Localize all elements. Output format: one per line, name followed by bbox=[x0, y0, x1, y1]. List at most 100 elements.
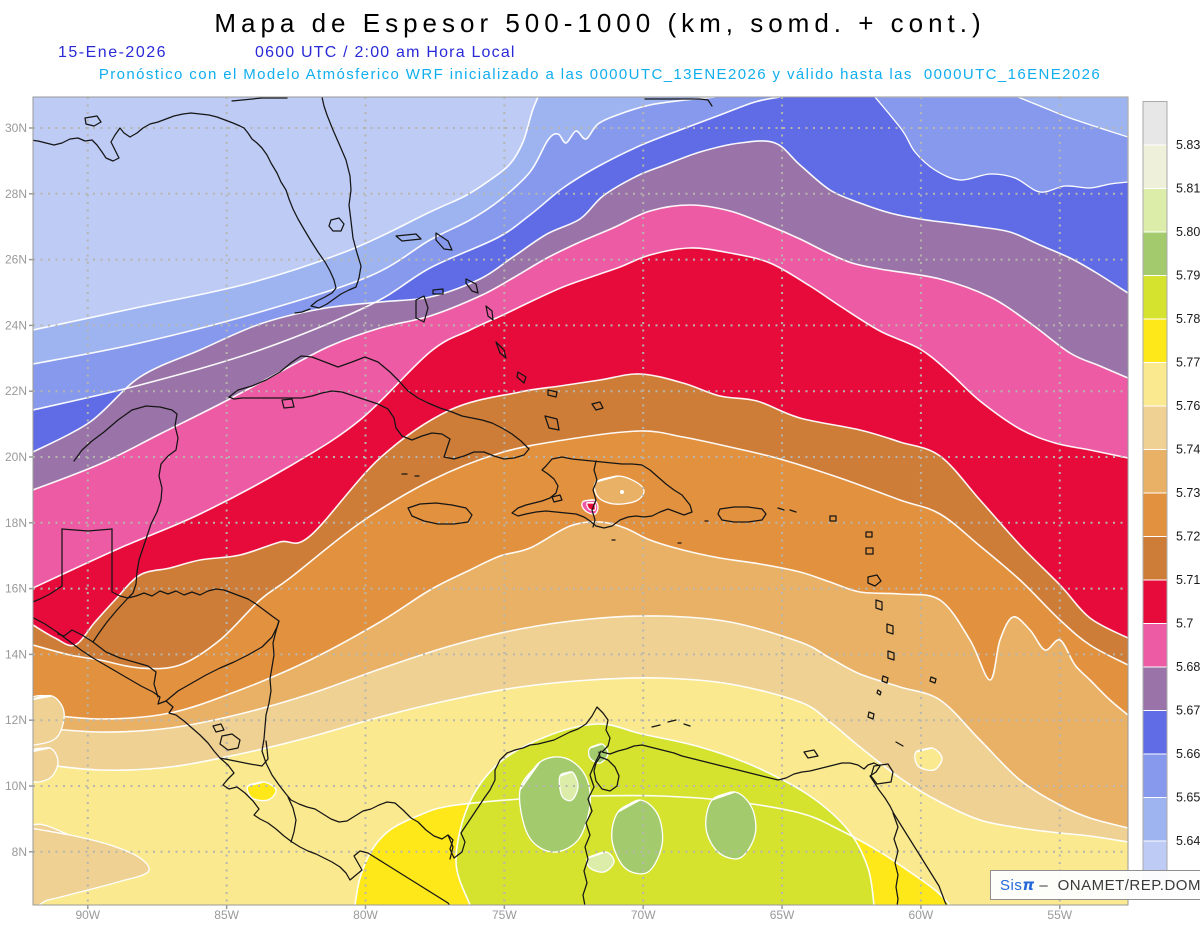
colorbar-segment bbox=[1142, 188, 1168, 233]
contour-line bbox=[33, 247, 1128, 589]
colorbar-label: 5.736 bbox=[1176, 486, 1200, 500]
colorbar-segment bbox=[1142, 623, 1168, 668]
lon-tick-label: 90W bbox=[75, 908, 100, 922]
contour-patch bbox=[558, 771, 579, 802]
coastline bbox=[57, 629, 94, 643]
coastline bbox=[582, 750, 602, 905]
coastline bbox=[516, 371, 527, 384]
coastline bbox=[929, 676, 937, 684]
coastline bbox=[591, 460, 598, 528]
colorbar-segment bbox=[1142, 666, 1168, 711]
coastline bbox=[415, 295, 429, 323]
colorbar-segment bbox=[1142, 579, 1168, 624]
coastline bbox=[61, 528, 113, 532]
lat-tick-label: 12N bbox=[5, 713, 27, 727]
coastline bbox=[165, 620, 280, 702]
coastline bbox=[231, 97, 288, 102]
coastline bbox=[865, 531, 873, 538]
contour-patch bbox=[611, 799, 664, 875]
colorbar-label: 5.64 bbox=[1176, 834, 1200, 848]
coastline bbox=[281, 398, 295, 409]
colorbar-label: 5.676 bbox=[1176, 704, 1200, 718]
lat-tick-label: 20N bbox=[5, 450, 27, 464]
watermark-agency: – ONAMET/REP.DOM. bbox=[1034, 877, 1200, 894]
colorbar-segment bbox=[1142, 362, 1168, 407]
coastline bbox=[544, 415, 560, 431]
lat-tick-label: 14N bbox=[5, 647, 27, 661]
contour-line bbox=[33, 140, 1128, 453]
coastline bbox=[228, 355, 530, 460]
colorbar-segment bbox=[1142, 536, 1168, 581]
coastline bbox=[294, 308, 311, 314]
coastline bbox=[465, 278, 479, 294]
colorbar-segment bbox=[1142, 753, 1168, 798]
coastline bbox=[887, 650, 895, 661]
colorbar-segment bbox=[1142, 318, 1168, 363]
coastline bbox=[789, 509, 797, 513]
colorbar-segment bbox=[1142, 405, 1168, 450]
contour-patch bbox=[874, 97, 1128, 193]
coastline bbox=[667, 719, 677, 723]
coastline bbox=[717, 506, 767, 523]
coastline bbox=[803, 749, 819, 759]
coastline bbox=[511, 456, 693, 529]
lat-tick-label: 30N bbox=[5, 121, 27, 135]
lon-tick-label: 80W bbox=[353, 908, 378, 922]
colorbar-segment bbox=[1142, 101, 1168, 146]
coastline bbox=[867, 711, 875, 720]
coastline bbox=[865, 547, 874, 555]
colorbar-segment bbox=[1142, 275, 1168, 320]
coastline bbox=[892, 812, 899, 905]
colorbar-segment bbox=[1142, 231, 1168, 276]
lat-tick-label: 18N bbox=[5, 516, 27, 530]
contour-line bbox=[354, 794, 951, 905]
coastline bbox=[881, 675, 889, 684]
contour-line bbox=[33, 615, 1128, 829]
coastline bbox=[92, 641, 159, 698]
coastline bbox=[485, 305, 494, 321]
colorbar-label: 5.772 bbox=[1176, 356, 1200, 370]
colorbar-segment bbox=[1142, 144, 1168, 189]
axis-labels-layer: 30N 28N 26N 24N 22N 20N 18N 16N 14N 12N 10N 8N 90W 85… bbox=[5, 121, 1073, 922]
valid-time: 0600 UTC / 2:00 am Hora Local bbox=[255, 44, 516, 61]
lat-tick-label: 16N bbox=[5, 582, 27, 596]
contour-line bbox=[33, 97, 716, 365]
colorbar-segment bbox=[1142, 449, 1168, 494]
contour-line bbox=[33, 676, 1128, 843]
coastline bbox=[886, 623, 894, 635]
coastline bbox=[447, 834, 454, 860]
lon-tick-label: 75W bbox=[492, 908, 517, 922]
coastline bbox=[111, 528, 129, 599]
contour-line bbox=[33, 521, 1128, 720]
coastline bbox=[598, 751, 601, 758]
coastline bbox=[591, 401, 604, 411]
colorbar-label: 5.724 bbox=[1176, 530, 1200, 544]
coastline bbox=[895, 741, 904, 747]
coastline bbox=[829, 515, 837, 522]
colorbar-label: 5.748 bbox=[1176, 443, 1200, 457]
coastline bbox=[328, 217, 345, 232]
colorbar-segment bbox=[1142, 710, 1168, 755]
colorbar-label: 5.783 bbox=[1176, 312, 1200, 326]
coastline bbox=[92, 597, 129, 643]
contour-line bbox=[455, 723, 875, 905]
lat-tick-label: 24N bbox=[5, 318, 27, 332]
coastline bbox=[432, 288, 444, 295]
coastline bbox=[73, 405, 948, 905]
coastline bbox=[644, 98, 713, 107]
page-title: Mapa de Espesor 500-1000 (km, somd. + co… bbox=[214, 8, 986, 38]
lon-tick-label: 70W bbox=[631, 908, 656, 922]
colorbar-label: 5.831 bbox=[1176, 138, 1200, 152]
coastline bbox=[84, 115, 102, 127]
coastline bbox=[407, 502, 473, 525]
coastline bbox=[33, 528, 63, 603]
watermark-pi-icon: π bbox=[1022, 876, 1035, 894]
coastline-layer bbox=[33, 97, 948, 905]
colorbar-label: 5.664 bbox=[1176, 747, 1200, 761]
colorbar-segment bbox=[1142, 492, 1168, 537]
coastline bbox=[435, 232, 453, 251]
colorbar-label: 5.76 bbox=[1176, 399, 1200, 413]
contour-patch bbox=[914, 747, 943, 771]
coastline bbox=[395, 233, 422, 242]
